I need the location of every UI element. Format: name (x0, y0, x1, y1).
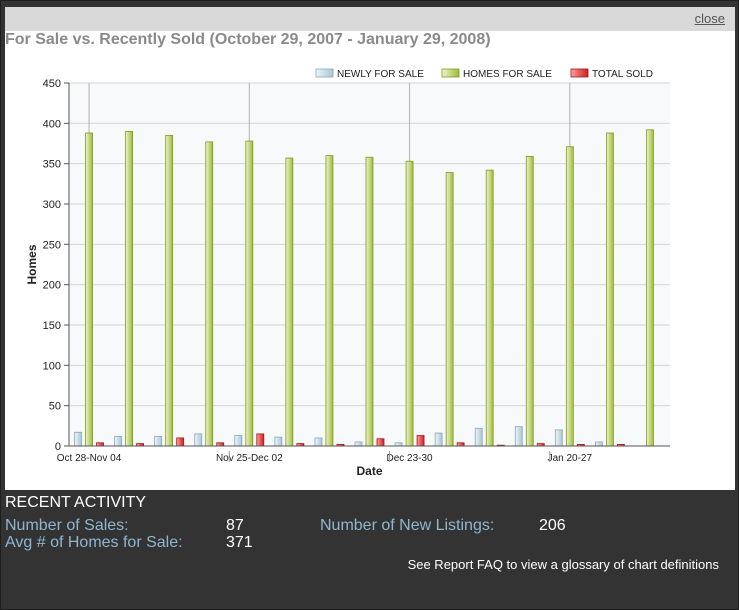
total-sold-bar (256, 433, 265, 447)
new-listings-value: 206 (539, 517, 566, 534)
homes-for-sale-bar (525, 156, 534, 447)
homes-for-sale-bar (125, 131, 133, 447)
homes-for-sale-bar (365, 156, 374, 447)
y-tick-label: 200 (43, 280, 61, 292)
chart-title: For Sale vs. Recently Sold (October 29, … (5, 31, 491, 48)
recent-activity-title: RECENT ACTIVITY (5, 494, 147, 511)
newly-for-sale-bar (514, 426, 523, 447)
avg-homes-label: Avg # of Homes for Sale: (5, 534, 183, 551)
homes-for-sale-bar (85, 132, 93, 447)
dialog-title-bar: close (5, 7, 735, 31)
total-sold-bar (416, 435, 425, 447)
x-tick-label: Jan 20-27 (548, 453, 593, 464)
y-tick-label: 450 (43, 78, 61, 90)
close-link[interactable]: close (694, 11, 725, 26)
newly-for-sale-bar (354, 441, 363, 447)
homes-for-sale-bar (245, 140, 254, 447)
homes-for-sale-bar (405, 160, 414, 447)
y-axis-title: Homes (25, 244, 39, 284)
legend-label: HOMES FOR SALE (463, 69, 552, 80)
y-tick-label: 400 (43, 118, 61, 130)
newly-for-sale-legend-swatch (315, 68, 334, 78)
total-sold-legend-swatch (570, 68, 589, 78)
homes-for-sale-bar (565, 146, 574, 447)
newly-for-sale-bar (74, 431, 82, 447)
newly-for-sale-bar (314, 437, 323, 447)
newly-for-sale-bar (154, 435, 163, 447)
y-tick-label: 50 (49, 401, 61, 413)
homes-for-sale-bar (646, 129, 654, 447)
sales-label: Number of Sales: (5, 517, 129, 534)
avg-homes-value: 371 (226, 534, 253, 551)
total-sold-bar (176, 437, 185, 447)
newly-for-sale-bar (234, 435, 243, 447)
legend-label: NEWLY FOR SALE (337, 69, 424, 80)
homes-for-sale-bar (165, 135, 174, 447)
bar-chart: 0 50 100 150 200 250 300 350 400 450 Oct 28-Nov 04… (25, 68, 670, 478)
homes-for-sale-bar (445, 172, 454, 447)
chart-panel: For Sale vs. Recently Sold (October 29, … (5, 31, 735, 490)
homes-for-sale-bar (325, 155, 334, 447)
y-tick-label: 150 (43, 320, 61, 332)
homes-for-sale-bar (285, 157, 294, 447)
x-tick-label: Oct 28-Nov 04 (57, 453, 122, 464)
x-tick-label: Nov 25-Dec 02 (216, 453, 283, 464)
newly-for-sale-bar (554, 429, 563, 447)
newly-for-sale-bar (114, 435, 122, 447)
homes-for-sale-bar (606, 132, 614, 447)
y-tick-label: 350 (43, 159, 61, 171)
report-faq-link[interactable]: See Report FAQ to view a glossary of cha… (407, 557, 719, 572)
homes-for-sale-bar (485, 169, 494, 447)
homes-for-sale-legend-swatch (441, 68, 460, 78)
y-tick-label: 0 (55, 441, 61, 453)
y-tick-label: 250 (43, 239, 61, 251)
x-tick-label: Dec 23-30 (386, 453, 433, 464)
newly-for-sale-bar (474, 427, 483, 447)
y-tick-label: 100 (43, 360, 61, 372)
newly-for-sale-bar (194, 433, 203, 447)
legend-label: TOTAL SOLD (592, 69, 653, 80)
y-tick-label: 300 (43, 199, 61, 211)
newly-for-sale-bar (434, 432, 443, 447)
homes-for-sale-bar (205, 141, 214, 447)
recent-activity-panel: RECENT ACTIVITY Number of Sales: 87 Numb… (5, 490, 735, 605)
total-sold-bar (376, 438, 385, 447)
x-axis-title: Date (356, 464, 382, 478)
newly-for-sale-bar (274, 436, 283, 447)
sales-value: 87 (226, 517, 244, 534)
newly-for-sale-bar (595, 441, 603, 447)
new-listings-label: Number of New Listings: (320, 517, 495, 534)
